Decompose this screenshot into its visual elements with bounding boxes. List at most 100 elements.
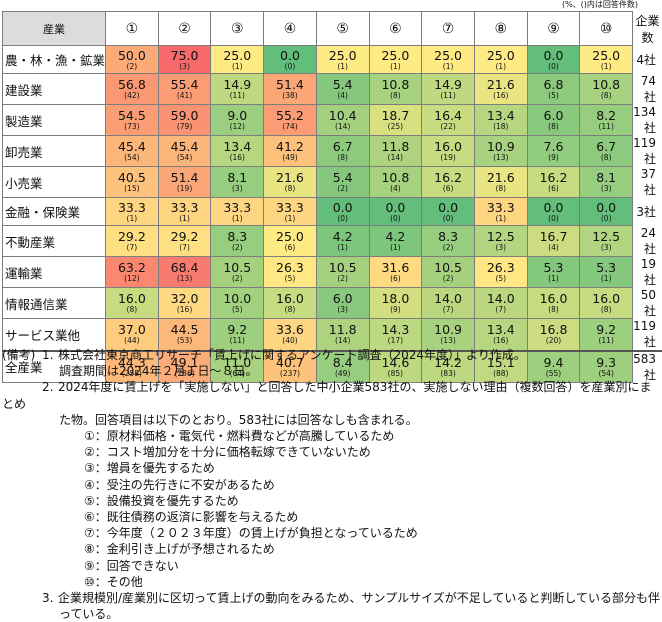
cell-count: (5) <box>528 91 580 100</box>
cell-percent: 54.5 <box>106 109 158 122</box>
heat-cell: 55.4(41) <box>158 74 211 105</box>
heat-cell: 10.5(2) <box>422 257 475 288</box>
cell-percent: 14.0 <box>475 292 527 305</box>
cell-count: (8) <box>106 305 158 314</box>
cell-percent: 33.3 <box>475 201 527 214</box>
cell-count: (8) <box>264 184 316 193</box>
note-text: ⑨：回答できない <box>84 559 179 573</box>
heat-cell: 16.0(8) <box>580 288 633 319</box>
heat-cell: 33.3(1) <box>211 198 264 226</box>
note-line: (備考)1.株式会社東京商工リサーチ「賃上げに関するアンケート調査（2024年度… <box>2 347 660 363</box>
cell-count: (3) <box>211 184 263 193</box>
heat-cell: 44.5(53) <box>158 319 211 351</box>
cell-count: (19) <box>422 153 474 162</box>
heat-cell: 25.0(1) <box>422 46 475 74</box>
column-header: ⑩ <box>580 12 633 46</box>
cell-count: (1) <box>422 62 474 71</box>
cell-percent: 6.7 <box>317 140 369 153</box>
cell-percent: 56.8 <box>106 78 158 91</box>
heat-cell: 14.0(7) <box>422 288 475 319</box>
heat-cell: 8.2(11) <box>580 105 633 136</box>
cell-percent: 16.0 <box>264 292 316 305</box>
column-header: ② <box>158 12 211 46</box>
heat-cell: 16.0(8) <box>527 288 580 319</box>
heat-cell: 18.7(25) <box>369 105 422 136</box>
cell-percent: 40.5 <box>106 171 158 184</box>
industry-label: 金融・保険業 <box>3 198 106 226</box>
heat-cell: 25.0(1) <box>211 46 264 74</box>
heat-cell: 45.4(54) <box>158 136 211 167</box>
heat-cell: 51.4(38) <box>264 74 317 105</box>
cell-percent: 16.0 <box>528 292 580 305</box>
cell-count: (1) <box>211 62 263 71</box>
cell-count: (16) <box>211 153 263 162</box>
heat-cell: 14.9(11) <box>422 74 475 105</box>
cell-count: (8) <box>370 91 422 100</box>
cell-percent: 44.5 <box>159 323 211 336</box>
cell-count: (7) <box>422 305 474 314</box>
cell-percent: 10.5 <box>317 261 369 274</box>
heat-cell: 25.0(1) <box>316 46 369 74</box>
heat-cell: 21.6(8) <box>474 167 527 198</box>
heat-cell: 25.0(1) <box>580 46 633 74</box>
cell-count: (13) <box>159 274 211 283</box>
cell-count: (22) <box>422 122 474 131</box>
heat-cell: 10.8(4) <box>369 167 422 198</box>
cell-count: (2) <box>211 274 263 283</box>
heat-cell: 8.1(3) <box>211 167 264 198</box>
cell-count: (17) <box>370 336 422 345</box>
cell-count: (1) <box>211 214 263 223</box>
note-text: ③：増員を優先するため <box>84 461 215 475</box>
cell-count: (11) <box>580 336 632 345</box>
heat-cell: 0.0(0) <box>316 198 369 226</box>
cell-count: (2) <box>422 243 474 252</box>
note-line: ①：原材料価格・電気代・燃料費などが高騰しているため <box>2 428 660 444</box>
cell-count: (3) <box>159 62 211 71</box>
heat-cell: 45.4(54) <box>106 136 159 167</box>
cell-count: (54) <box>159 153 211 162</box>
heat-cell: 9.0(12) <box>211 105 264 136</box>
cell-percent: 16.0 <box>106 292 158 305</box>
cell-count: (8) <box>528 305 580 314</box>
company-count: 50社 <box>633 288 662 319</box>
cell-percent: 0.0 <box>528 201 580 214</box>
cell-count: (7) <box>106 243 158 252</box>
heat-cell: 0.0(0) <box>422 198 475 226</box>
column-header: ⑦ <box>422 12 475 46</box>
heat-cell: 51.4(19) <box>158 167 211 198</box>
cell-percent: 68.4 <box>159 261 211 274</box>
cell-count: (8) <box>580 91 632 100</box>
heat-cell: 55.2(74) <box>264 105 317 136</box>
heat-cell: 16.4(22) <box>422 105 475 136</box>
cell-percent: 18.0 <box>370 292 422 305</box>
cell-percent: 10.4 <box>317 109 369 122</box>
cell-percent: 25.0 <box>317 49 369 62</box>
cell-percent: 25.0 <box>370 49 422 62</box>
cell-count: (4) <box>528 243 580 252</box>
note-line: 調査期間は2024年２月１日～８日。 <box>2 363 660 379</box>
heat-cell: 16.0(8) <box>106 288 159 319</box>
cell-percent: 0.0 <box>264 49 316 62</box>
cell-percent: 8.3 <box>422 230 474 243</box>
note-line: っている。 <box>2 606 660 622</box>
cell-percent: 16.4 <box>422 109 474 122</box>
heat-cell: 31.6(6) <box>369 257 422 288</box>
cell-percent: 11.8 <box>370 140 422 153</box>
cell-percent: 33.3 <box>106 201 158 214</box>
company-count: 19社 <box>633 257 662 288</box>
heat-cell: 6.8(5) <box>527 74 580 105</box>
heat-cell: 14.0(7) <box>474 288 527 319</box>
note-line: ⑨：回答できない <box>2 558 660 574</box>
cell-percent: 4.2 <box>317 230 369 243</box>
cell-count: (38) <box>264 91 316 100</box>
cell-count: (1) <box>370 243 422 252</box>
note-text: 調査期間は2024年２月１日～８日。 <box>59 364 258 378</box>
cell-percent: 6.0 <box>317 292 369 305</box>
note-text: ⑥：既往債務の返済に影響を与えるため <box>84 510 298 524</box>
note-text: ②：コスト増加分を十分に価格転嫁できていないため <box>84 445 371 459</box>
cell-percent: 26.3 <box>264 261 316 274</box>
heat-cell: 21.6(16) <box>474 74 527 105</box>
cell-percent: 10.9 <box>422 323 474 336</box>
